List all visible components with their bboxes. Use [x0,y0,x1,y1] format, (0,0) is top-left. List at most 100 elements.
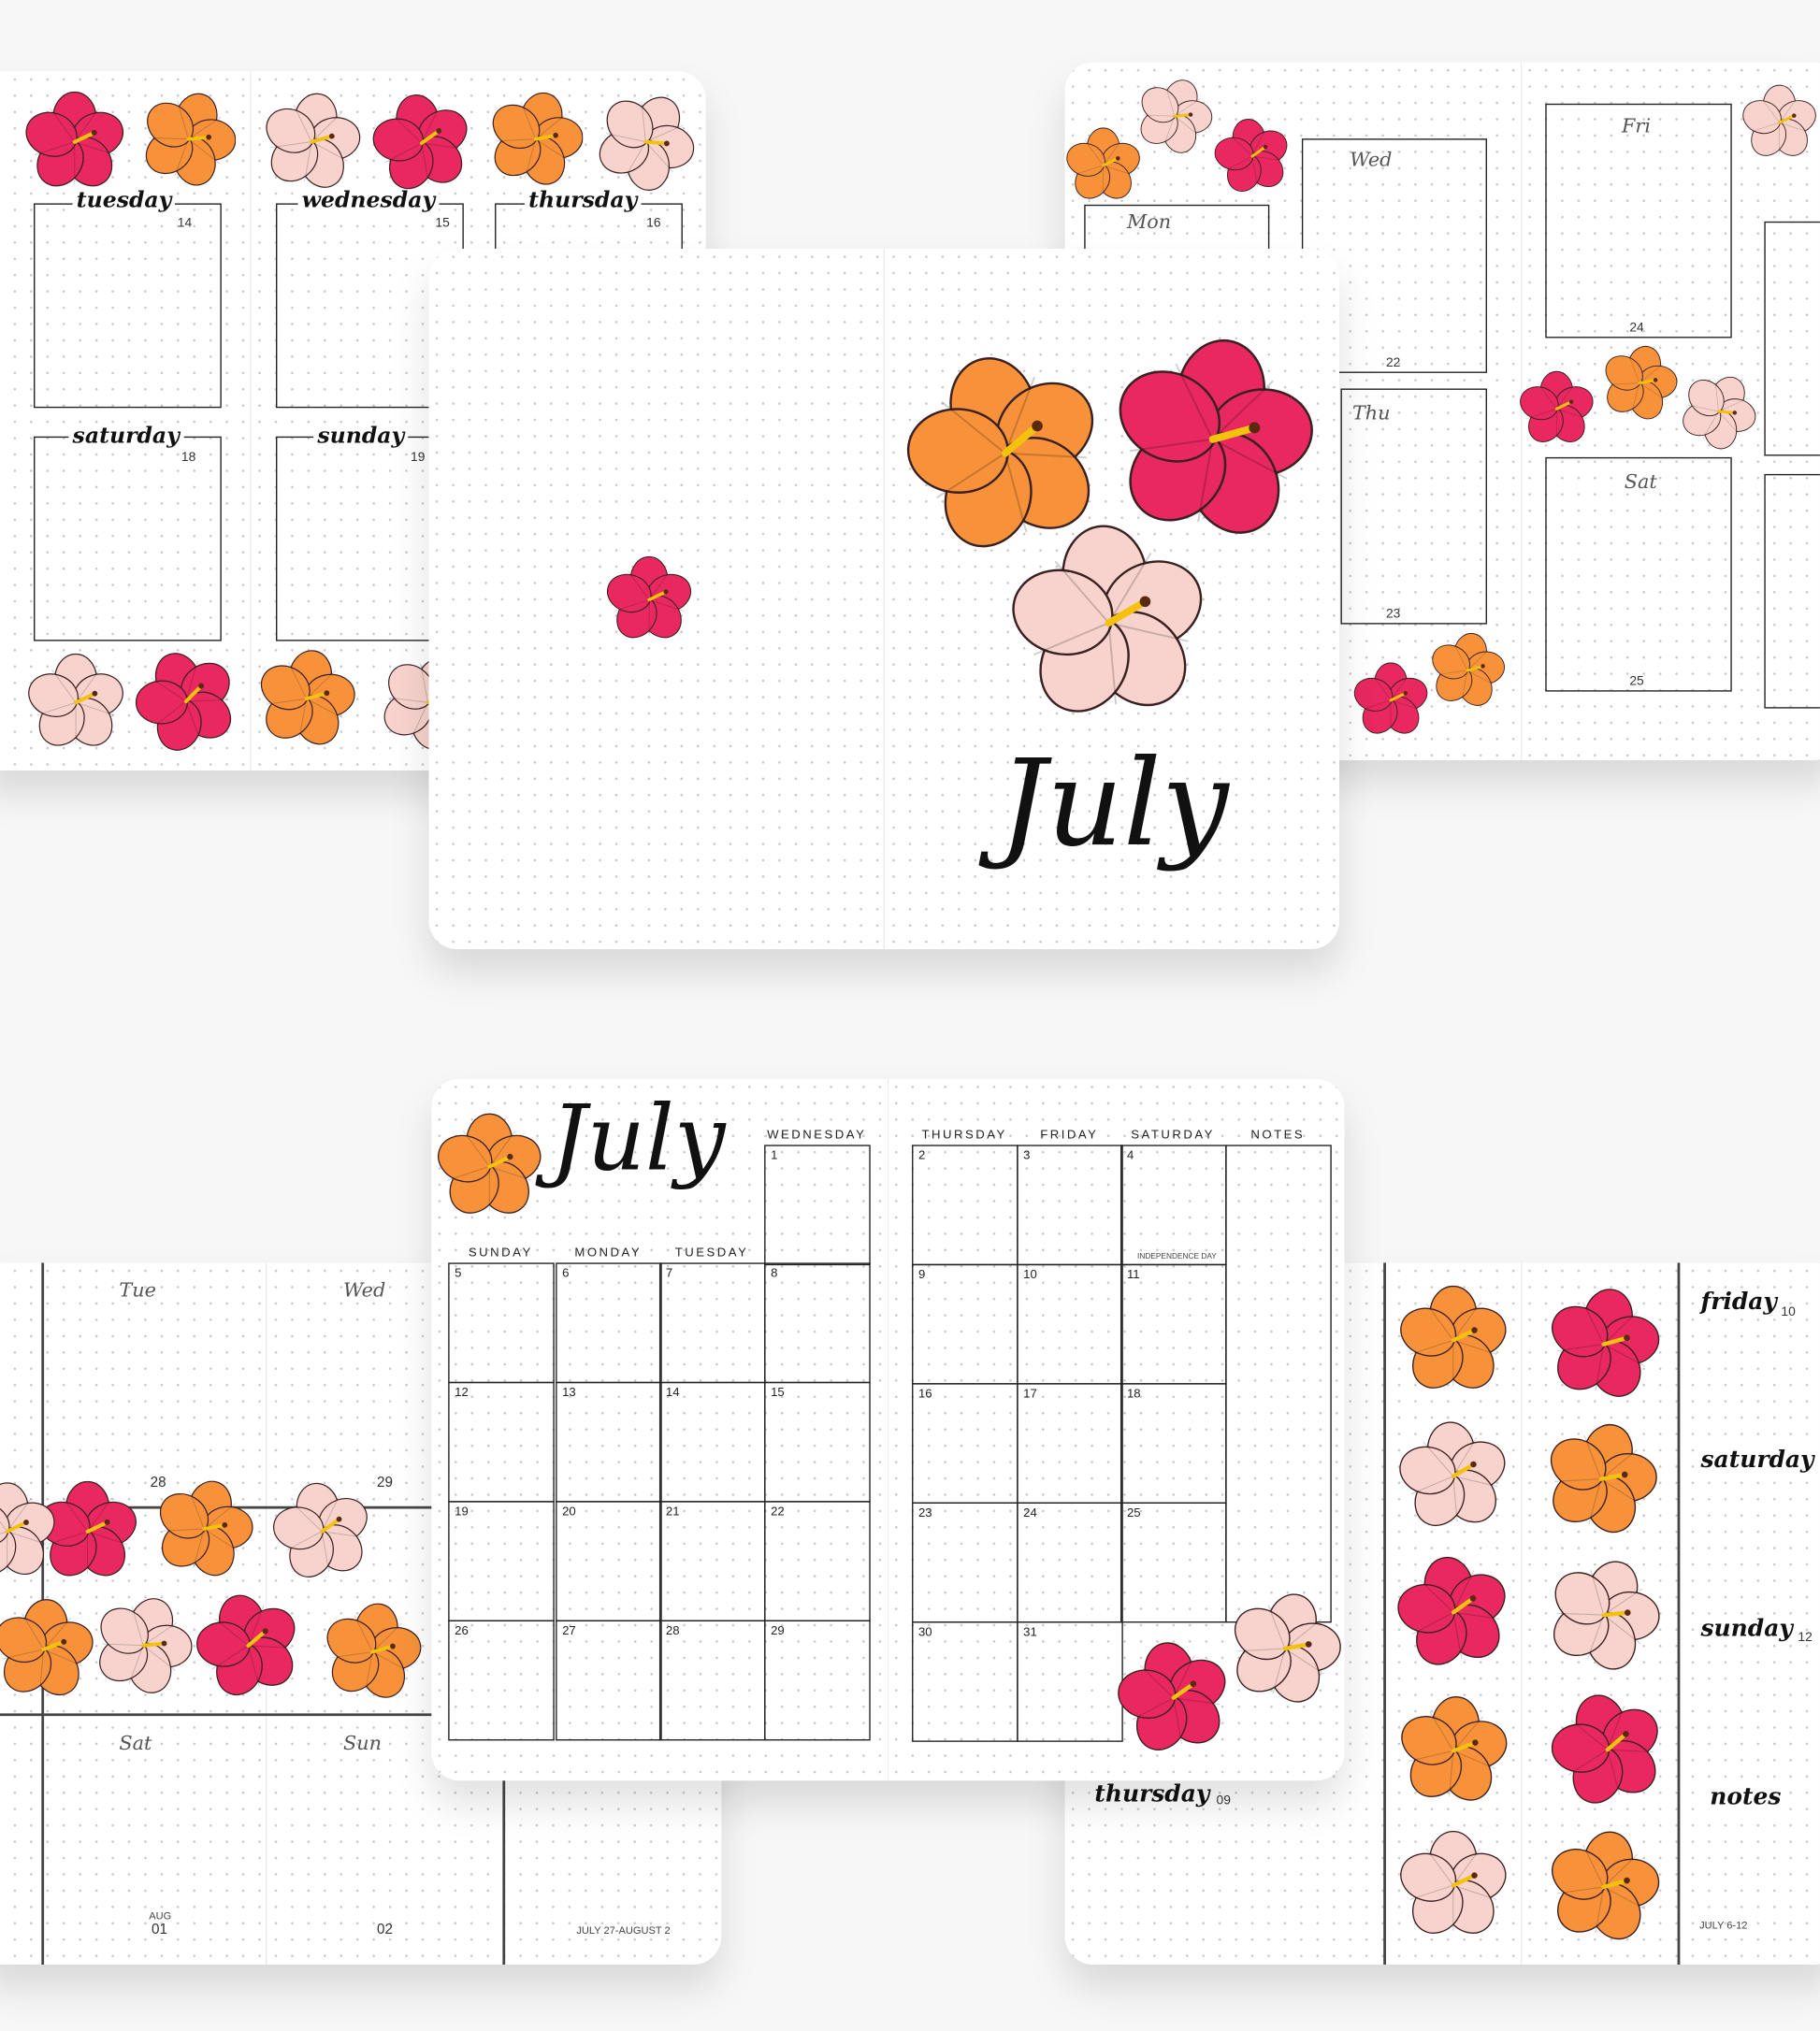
hibiscus-flower [1553,1561,1660,1670]
day-number: 18 [1126,1387,1141,1402]
page-fold [1520,1262,1523,1966]
day-number: 22 [771,1505,785,1520]
day-date: 25 [1629,674,1644,689]
calendar-cell: 11 [1120,1263,1227,1385]
hibiscus-flower [98,1597,192,1693]
day-date: 23 [1385,607,1401,622]
calendar-cell: 28 [658,1620,766,1741]
day-label: Sat [119,1731,152,1755]
notes-box [1225,1145,1332,1623]
day-date: 24 [1629,321,1644,336]
day-number: 23 [917,1505,932,1520]
page-fold [883,248,885,950]
calendar-cell: 23 [912,1502,1018,1623]
day-date: 29 [377,1475,394,1491]
day-label: thursday [1091,1780,1214,1808]
day-label: wednesday [297,187,440,214]
weekday-header: SUNDAY [468,1246,533,1260]
hibiscus-flower [26,92,124,187]
day-date: 19 [411,450,426,466]
day-date: 15 [435,216,450,231]
page-fold [1520,62,1523,760]
day-number: 21 [665,1505,680,1520]
hibiscus-flower [1215,119,1288,193]
day-number: 5 [455,1266,462,1281]
day-date: 01 [152,1922,168,1937]
day-date: 16 [646,216,661,231]
hibiscus-flower [1683,377,1756,450]
hibiscus-flower [438,1113,542,1215]
calendar-cell: 4 INDEPENDENCE DAY [1120,1145,1227,1266]
day-date: 14 [177,216,193,231]
day-number: 15 [771,1385,785,1401]
week-range: JULY 6-12 [1699,1919,1748,1932]
hibiscus-flower [1118,1642,1226,1750]
day-number: 11 [1126,1267,1140,1283]
calendar-cell: 25 [1120,1502,1227,1623]
column-divider [1677,1262,1681,1966]
day-number: 19 [455,1505,469,1520]
day-number: 20 [562,1505,576,1520]
day-box [34,203,222,409]
day-box [1764,473,1820,709]
day-box [1340,388,1487,625]
calendar-cell: 18 [1120,1383,1227,1504]
hibiscus-flower [371,94,467,189]
day-number: 8 [771,1266,778,1281]
calendar-cell: 13 [556,1381,662,1503]
column-divider [1383,1262,1386,1966]
day-box [1545,103,1732,338]
hibiscus-flower [906,357,1094,548]
hibiscus-flower [606,555,691,639]
day-number: 26 [455,1623,469,1639]
calendar-cell: 2 [912,1145,1018,1266]
calendar-cell: 31 [1017,1621,1123,1742]
day-number: 4 [1126,1148,1134,1163]
calendar-cell: 21 [658,1501,766,1622]
day-number: 6 [562,1266,570,1281]
calendar-cell: 22 [764,1501,871,1622]
week-range: JULY 27-AUGUST 2 [576,1924,671,1937]
hibiscus-flower [1012,525,1203,713]
calendar-cell: 19 [448,1501,555,1622]
day-label: Tue [119,1277,156,1302]
calendar-cell: 12 [448,1381,555,1503]
calendar-cell: 1 [764,1145,871,1266]
hibiscus-flower [1066,127,1141,199]
holiday-label: INDEPENDENCE DAY [1137,1253,1217,1261]
day-box [34,436,222,641]
hibiscus-flower [1234,1593,1341,1703]
hibiscus-flower [1397,1556,1506,1665]
day-date: 02 [377,1922,394,1937]
hibiscus-flower [196,1595,296,1696]
day-box [1764,221,1820,456]
weekday-header: THURSDAY [921,1128,1007,1143]
hibiscus-flower [272,1482,368,1577]
hibiscus-flower [492,92,583,185]
calendar-cell: 20 [556,1501,662,1622]
day-number: 10 [1023,1267,1037,1283]
hibiscus-flower [1552,1289,1660,1397]
day-number: 1 [771,1148,778,1163]
day-label: Sun [343,1731,383,1755]
calendar-cell: 7 [658,1262,766,1384]
day-number: 13 [562,1385,576,1401]
hibiscus-flower [0,1599,94,1696]
hibiscus-flower [1742,85,1817,157]
hibiscus-flower [1400,1831,1507,1935]
month-label: AUG [149,1909,172,1923]
july-cover-spread: July [428,248,1340,950]
weekday-header: FRIDAY [1040,1128,1099,1143]
calendar-cell: 15 [764,1381,871,1503]
hibiscus-flower [1552,1831,1660,1940]
weekday-header: WEDNESDAY [767,1128,867,1143]
calendar-cell: 10 [1017,1263,1123,1385]
hibiscus-flower [1432,633,1506,707]
calendar-cell: 24 [1017,1502,1123,1623]
hibiscus-flower [1551,1694,1658,1804]
notes-label: notes [1706,1783,1785,1811]
weekday-header: TUESDAY [674,1246,749,1260]
day-label: thursday [524,187,642,214]
day-number: 17 [1023,1387,1037,1402]
